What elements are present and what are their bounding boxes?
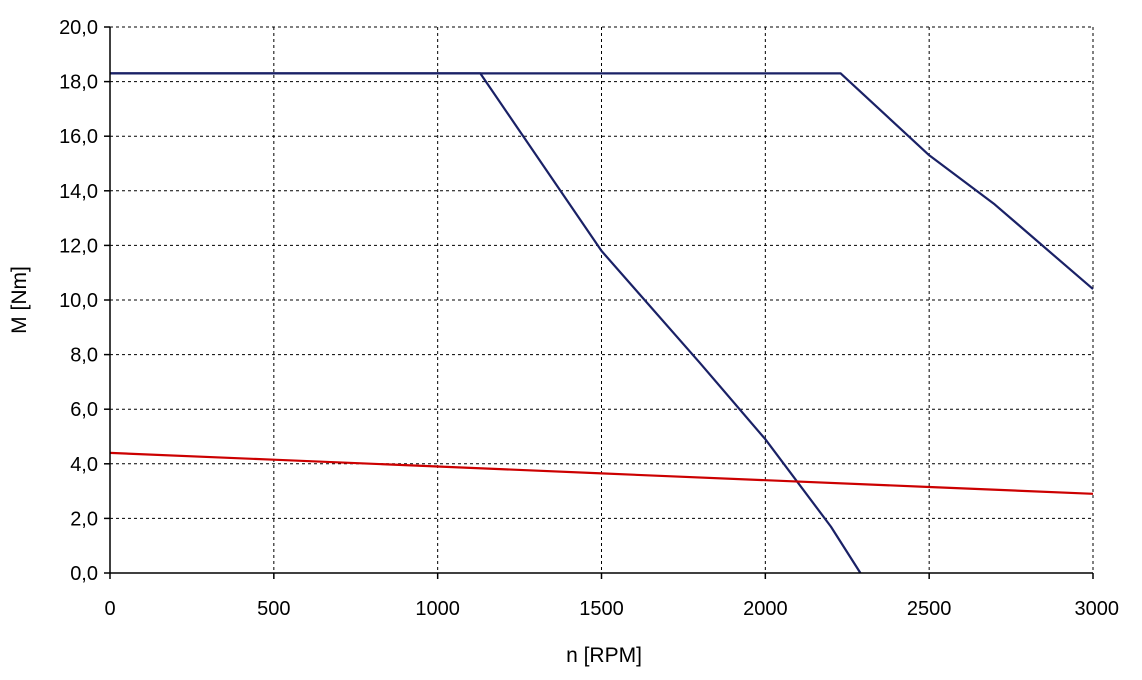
series-line-1: [110, 72, 862, 574]
y-tick-label: 12,0: [59, 235, 98, 257]
x-tick-label: 1500: [579, 598, 624, 620]
x-tick-label: 3000: [1075, 598, 1120, 620]
y-tick-label: 18,0: [59, 72, 98, 94]
y-tick-label: 2,0: [70, 508, 98, 530]
x-tick-label: 0: [104, 598, 115, 620]
axis-ticks: 0,0 2,0 4,0 6,0 8,0 10,0 12,0 14,0 16,0 18,0 20,0 0…: [59, 17, 1119, 620]
y-tick-label: 16,0: [59, 126, 98, 148]
series-line-3: [109, 451, 1094, 495]
y-tick-label: 6,0: [70, 399, 98, 421]
y-tick-label: 20,0: [59, 17, 98, 39]
x-tick-label: 500: [257, 598, 290, 620]
x-tick-label: 2500: [907, 598, 952, 620]
x-tick-label: 2000: [743, 598, 788, 620]
grid-lines: [110, 26, 1094, 573]
x-tick-label: 1000: [415, 598, 460, 620]
x-axis-title: n [RPM]: [566, 644, 642, 667]
y-axis-title: M [Nm]: [8, 266, 31, 334]
y-tick-label: 10,0: [59, 290, 98, 312]
series-line-2: [110, 72, 1094, 290]
y-tick-label: 14,0: [59, 181, 98, 203]
y-tick-label: 4,0: [70, 454, 98, 476]
series-lines: [109, 72, 1094, 574]
y-tick-label: 8,0: [70, 345, 98, 367]
y-tick-label: 0,0: [70, 563, 98, 585]
